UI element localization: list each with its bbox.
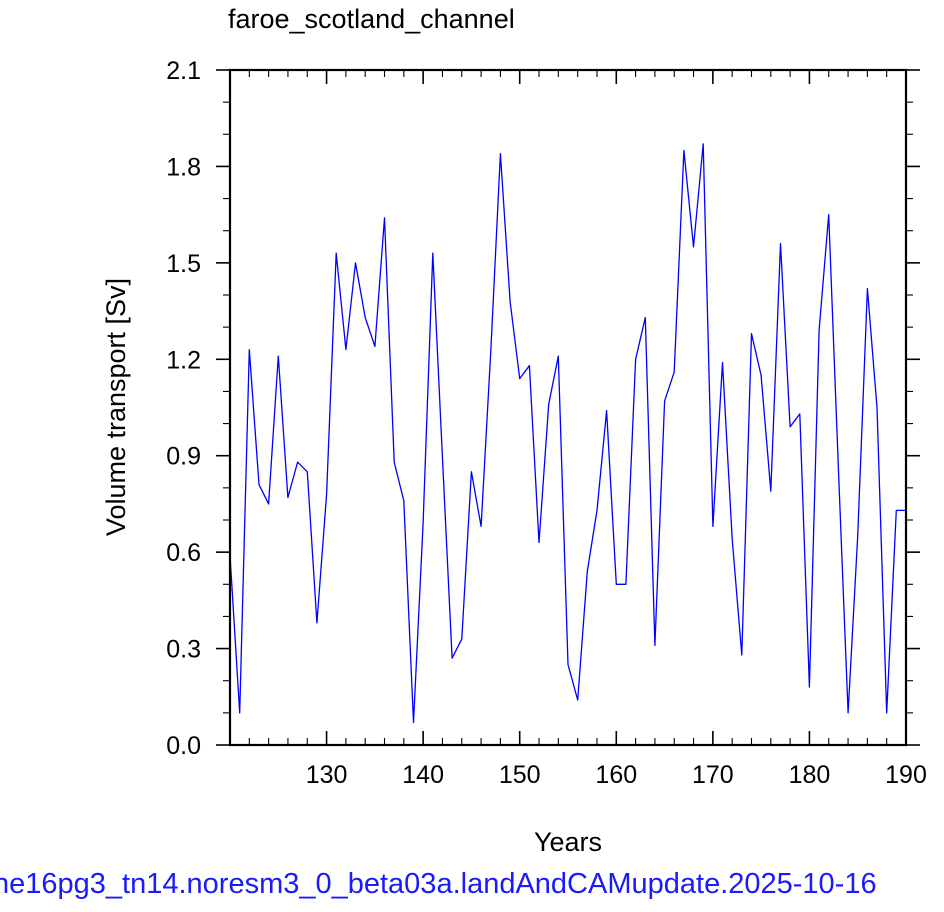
y-tick-label: 0.9: [166, 443, 201, 471]
series-line: [229, 143, 906, 724]
y-tick-label: 1.2: [166, 346, 201, 374]
minor-ticks: [223, 70, 913, 745]
y-axis-label: Volume transport [Sv]: [101, 278, 131, 536]
run-caption: ne16pg3_tn14.noresm3_0_beta03a.landAndCA…: [0, 868, 944, 908]
y-tick-labels: 0.0 0.3 0.6 0.9 1.2 1.5 1.8 2.1: [166, 57, 201, 760]
chart: faroe_scotland_channel 0.0 0.3 0.6 0.9 1.2 1.…: [101, 4, 927, 857]
y-tick-label: 0.3: [166, 636, 201, 664]
y-tick-label: 1.5: [166, 250, 201, 278]
plot-frame: [228, 68, 908, 747]
x-tick-label: 140: [402, 761, 444, 789]
x-tick-label: 180: [789, 761, 831, 789]
y-tick-label: 1.8: [166, 153, 201, 181]
x-tick-label: 160: [595, 761, 637, 789]
y-tick-label: 2.1: [166, 57, 201, 85]
x-axis-label: Years: [534, 827, 602, 857]
x-tick-label: 130: [306, 761, 348, 789]
y-tick-label: 0.0: [166, 732, 201, 760]
run-caption-text: ne16pg3_tn14.noresm3_0_beta03a.landAndCA…: [0, 868, 877, 900]
x-tick-label: 190: [885, 761, 927, 789]
major-ticks: [216, 69, 920, 746]
y-tick-label: 0.6: [166, 539, 201, 567]
x-tick-label: 150: [499, 761, 541, 789]
x-tick-label: 170: [692, 761, 734, 789]
chart-title: faroe_scotland_channel: [228, 4, 515, 34]
x-tick-labels: 130 140 150 160 170 180 190: [306, 761, 927, 789]
